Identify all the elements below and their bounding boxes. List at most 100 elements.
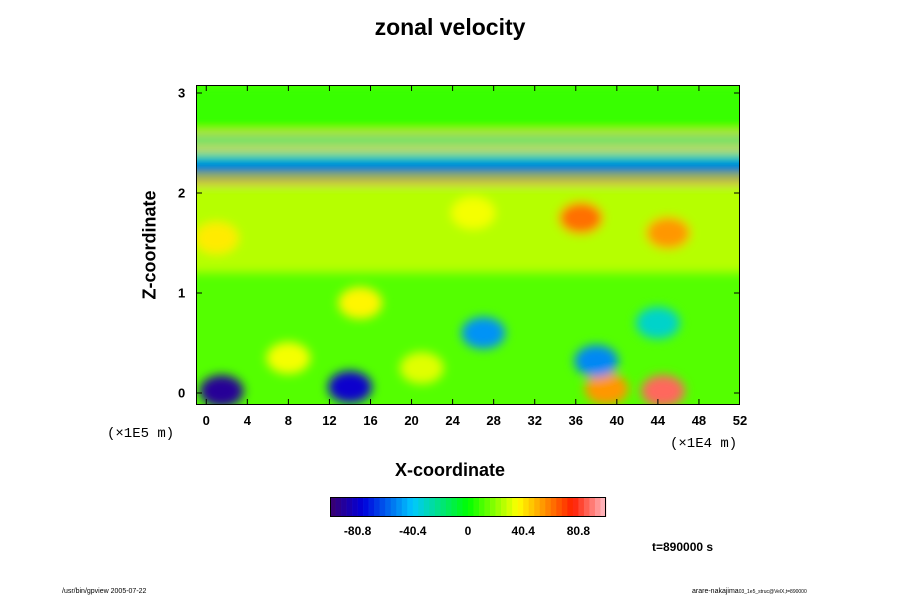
colorbar-cell	[368, 497, 375, 517]
colorbar-cell	[429, 497, 436, 517]
colorbar-cell	[357, 497, 364, 517]
y-tick-label: 0	[178, 385, 186, 401]
x-axis-label: X-coordinate	[394, 460, 505, 480]
field-blob	[574, 345, 619, 377]
colorbar-cell	[567, 497, 574, 517]
colorbar-tick-label: -40.4	[399, 524, 427, 538]
colorbar-cell	[374, 497, 380, 517]
field-blob	[199, 375, 244, 405]
colorbar-cell	[528, 497, 535, 517]
colorbar-cell	[330, 497, 336, 517]
field-layers	[196, 85, 740, 405]
colorbar-cell	[501, 497, 507, 517]
footer-command: /usr/bin/gpview 2005-07-22	[62, 588, 147, 595]
colorbar-cell	[473, 497, 480, 517]
plot-frame	[196, 85, 740, 405]
colorbar-cell	[363, 497, 369, 517]
colorbar-cell	[578, 497, 585, 517]
colorbar-cell	[479, 497, 485, 517]
field-blob	[635, 307, 680, 339]
colorbar-cell	[412, 497, 419, 517]
x-tick-label: 32	[527, 413, 542, 428]
x-tick-label: 44	[650, 413, 666, 428]
colorbar-cell	[346, 497, 353, 517]
colorbar-frame	[330, 497, 606, 517]
field-blob	[451, 197, 496, 229]
colorbar-cell	[390, 497, 397, 517]
colorbar-cell	[484, 497, 491, 517]
colorbar-cell	[401, 497, 408, 517]
time-label: t=890000 s	[652, 540, 714, 554]
colorbar-cells	[330, 497, 607, 517]
y-tick-label: 1	[178, 285, 186, 301]
colorbar-cell	[512, 497, 518, 517]
colorbar-ticks: -80.8 -40.4 0 40.4 80.8	[344, 524, 590, 538]
colorbar: -80.8 -40.4 0 40.4 80.8	[330, 497, 607, 538]
colorbar-tick-label: 80.8	[567, 524, 591, 538]
field-layer	[196, 161, 740, 173]
colorbar-cell	[583, 497, 590, 517]
colorbar-cell	[490, 497, 496, 517]
field-blob	[558, 202, 603, 234]
chart-title: zonal velocity	[374, 14, 526, 40]
field-blob	[399, 352, 444, 384]
x-tick-label: 36	[568, 413, 583, 428]
x-tick-label: 16	[363, 413, 378, 428]
colorbar-cell	[341, 497, 347, 517]
heatmap-svg	[196, 85, 740, 405]
field-blob	[641, 375, 686, 405]
colorbar-cell	[600, 497, 607, 517]
colorbar-cell	[495, 497, 502, 517]
colorbar-cell	[556, 497, 563, 517]
colorbar-cell	[440, 497, 447, 517]
field-layer	[196, 135, 740, 146]
colorbar-cell	[594, 497, 601, 517]
colorbar-cell	[407, 497, 414, 517]
colorbar-cell	[506, 497, 513, 517]
colorbar-cell	[434, 497, 441, 517]
field-blob	[646, 217, 691, 249]
colorbar-tick-label: 0	[465, 524, 472, 538]
x-tick-label: 40	[609, 413, 625, 428]
colorbar-cell	[418, 497, 425, 517]
colorbar-cell	[468, 497, 474, 517]
x-tick-label: 8	[284, 413, 292, 428]
field-blob	[584, 373, 629, 405]
colorbar-cell	[396, 497, 403, 517]
y-tick-label: 2	[178, 185, 186, 201]
field-layer	[196, 178, 740, 184]
field-layer	[196, 151, 740, 161]
x-tick-label: 0	[202, 413, 210, 428]
colorbar-tick-label: -80.8	[344, 524, 372, 538]
footer-author: arare-nakajima03_1e5_struc@VelX,t=890000	[692, 588, 807, 595]
colorbar-cell	[589, 497, 596, 517]
colorbar-cell	[335, 497, 342, 517]
colorbar-cell	[379, 497, 386, 517]
colorbar-cell	[385, 497, 392, 517]
field-blob	[327, 371, 372, 403]
colorbar-cell	[545, 497, 552, 517]
colorbar-cell	[539, 497, 546, 517]
y-axis-label: Z-coordinate	[139, 190, 160, 300]
colorbar-cell	[572, 497, 579, 517]
z-scale-label: (×1E5 m)	[107, 426, 175, 442]
field-layer	[196, 131, 740, 135]
colorbar-tick-label: 40.4	[512, 524, 536, 538]
x-tick-label: 12	[322, 413, 337, 428]
y-tick-label: 3	[178, 85, 186, 101]
x-tick-label: 4	[243, 413, 251, 428]
heatmap-field	[196, 85, 740, 405]
field-layer	[196, 85, 740, 131]
colorbar-cell	[352, 497, 358, 517]
field-blob	[461, 317, 506, 349]
colorbar-cell	[534, 497, 541, 517]
colorbar-cell	[423, 497, 430, 517]
footer-author-name: arare-nakajima	[692, 588, 739, 595]
tick-marks	[196, 85, 740, 405]
colorbar-cell	[445, 497, 452, 517]
x-tick-label: 28	[486, 413, 501, 428]
colorbar-cell	[462, 497, 469, 517]
x-tick-label: 24	[445, 413, 460, 428]
colorbar-cell	[523, 497, 530, 517]
colorbar-cell	[561, 497, 568, 517]
